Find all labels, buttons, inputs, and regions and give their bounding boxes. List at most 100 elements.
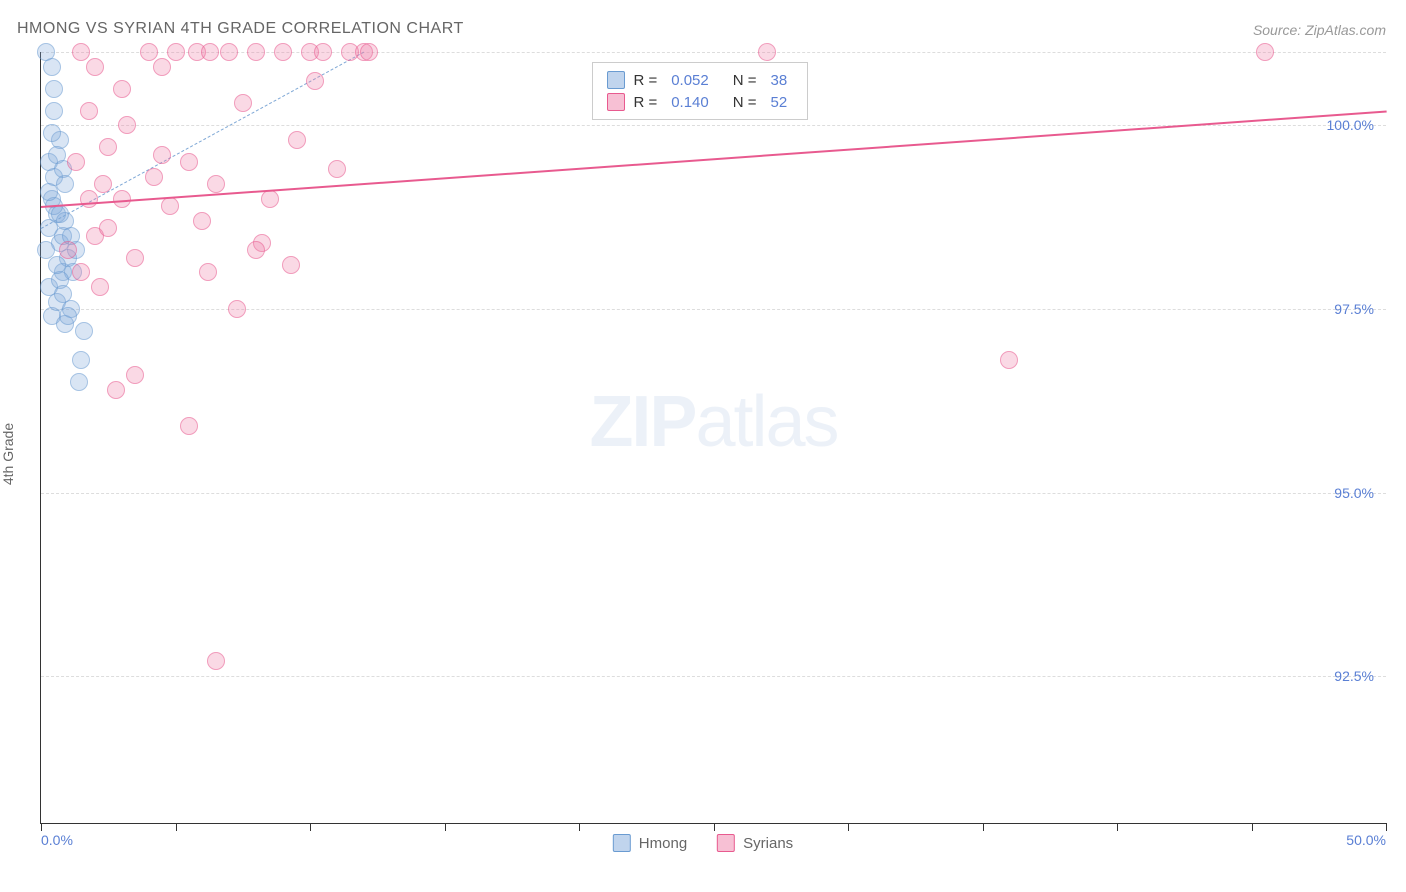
scatter-point: [306, 72, 324, 90]
bottom-legend: Hmong Syrians: [613, 834, 793, 852]
scatter-point: [80, 190, 98, 208]
legend-swatch: [613, 834, 631, 852]
scatter-point: [288, 131, 306, 149]
scatter-point: [59, 241, 77, 259]
stats-legend-row: R = 0.052 N = 38: [607, 69, 793, 91]
scatter-point: [1000, 351, 1018, 369]
y-tick-label: 95.0%: [1334, 485, 1374, 501]
scatter-point: [59, 307, 77, 325]
x-tick: [714, 823, 715, 831]
scatter-point: [113, 80, 131, 98]
scatter-point: [43, 124, 61, 142]
scatter-point: [80, 102, 98, 120]
scatter-point: [153, 146, 171, 164]
x-tick: [176, 823, 177, 831]
scatter-point: [161, 197, 179, 215]
chart-title: HMONG VS SYRIAN 4TH GRADE CORRELATION CH…: [17, 20, 464, 38]
scatter-point: [274, 43, 292, 61]
scatter-point: [145, 168, 163, 186]
legend-swatch: [607, 71, 625, 89]
scatter-point: [86, 58, 104, 76]
scatter-point: [91, 278, 109, 296]
legend-r-label: R =: [633, 72, 657, 89]
scatter-point: [193, 212, 211, 230]
scatter-point: [314, 43, 332, 61]
y-tick-label: 92.5%: [1334, 668, 1374, 684]
legend-n-value: 38: [771, 72, 788, 89]
gridline: [41, 493, 1386, 494]
gridline: [41, 52, 1386, 53]
legend-r-value: 0.052: [671, 72, 709, 89]
x-tick: [41, 823, 42, 831]
x-tick: [445, 823, 446, 831]
scatter-point: [153, 58, 171, 76]
scatter-point: [199, 263, 217, 281]
scatter-point: [207, 175, 225, 193]
scatter-point: [247, 241, 265, 259]
scatter-point: [180, 153, 198, 171]
bottom-legend-item: Syrians: [717, 834, 793, 852]
scatter-point: [140, 43, 158, 61]
scatter-point: [282, 256, 300, 274]
scatter-point: [228, 300, 246, 318]
legend-n-value: 52: [771, 94, 788, 111]
legend-n-label: N =: [733, 94, 757, 111]
scatter-point: [56, 175, 74, 193]
scatter-point: [45, 80, 63, 98]
y-axis-label: 4th Grade: [0, 423, 16, 485]
legend-swatch: [717, 834, 735, 852]
x-tick-label: 0.0%: [41, 832, 73, 848]
x-tick: [310, 823, 311, 831]
x-tick-label: 50.0%: [1346, 832, 1386, 848]
watermark-light: atlas: [695, 382, 837, 462]
scatter-point: [328, 160, 346, 178]
scatter-point: [99, 219, 117, 237]
scatter-point: [99, 138, 117, 156]
scatter-point: [758, 43, 776, 61]
scatter-point: [72, 43, 90, 61]
scatter-point: [360, 43, 378, 61]
scatter-point: [72, 263, 90, 281]
scatter-point: [67, 153, 85, 171]
scatter-point: [48, 256, 66, 274]
watermark-bold: ZIP: [589, 382, 695, 462]
bottom-legend-label: Hmong: [639, 835, 687, 852]
y-tick-label: 100.0%: [1327, 117, 1374, 133]
plot-area: ZIPatlas R =0.052N =38R =0.140N =52 92.5…: [40, 52, 1386, 824]
scatter-point: [1256, 43, 1274, 61]
scatter-point: [261, 190, 279, 208]
scatter-point: [234, 94, 252, 112]
stats-legend: R =0.052N =38R =0.140N =52: [592, 62, 808, 120]
scatter-point: [70, 373, 88, 391]
bottom-legend-item: Hmong: [613, 834, 687, 852]
scatter-point: [167, 43, 185, 61]
scatter-point: [94, 175, 112, 193]
scatter-point: [54, 285, 72, 303]
scatter-point: [126, 366, 144, 384]
legend-r-label: R =: [633, 94, 657, 111]
scatter-point: [118, 116, 136, 134]
stats-legend-row: R =0.140N =52: [607, 91, 793, 113]
x-tick: [848, 823, 849, 831]
legend-n-label: N =: [733, 72, 757, 89]
source-attribution: Source: ZipAtlas.com: [1253, 22, 1386, 38]
y-tick-label: 97.5%: [1334, 301, 1374, 317]
x-tick: [1386, 823, 1387, 831]
scatter-point: [201, 43, 219, 61]
scatter-point: [107, 381, 125, 399]
scatter-point: [180, 417, 198, 435]
x-tick: [579, 823, 580, 831]
legend-swatch: [607, 93, 625, 111]
scatter-point: [207, 652, 225, 670]
x-tick: [1252, 823, 1253, 831]
scatter-point: [126, 249, 144, 267]
x-tick: [983, 823, 984, 831]
watermark: ZIPatlas: [589, 381, 837, 463]
gridline: [41, 676, 1386, 677]
x-tick: [1117, 823, 1118, 831]
scatter-point: [45, 102, 63, 120]
scatter-point: [72, 351, 90, 369]
bottom-legend-label: Syrians: [743, 835, 793, 852]
scatter-point: [43, 58, 61, 76]
scatter-point: [75, 322, 93, 340]
